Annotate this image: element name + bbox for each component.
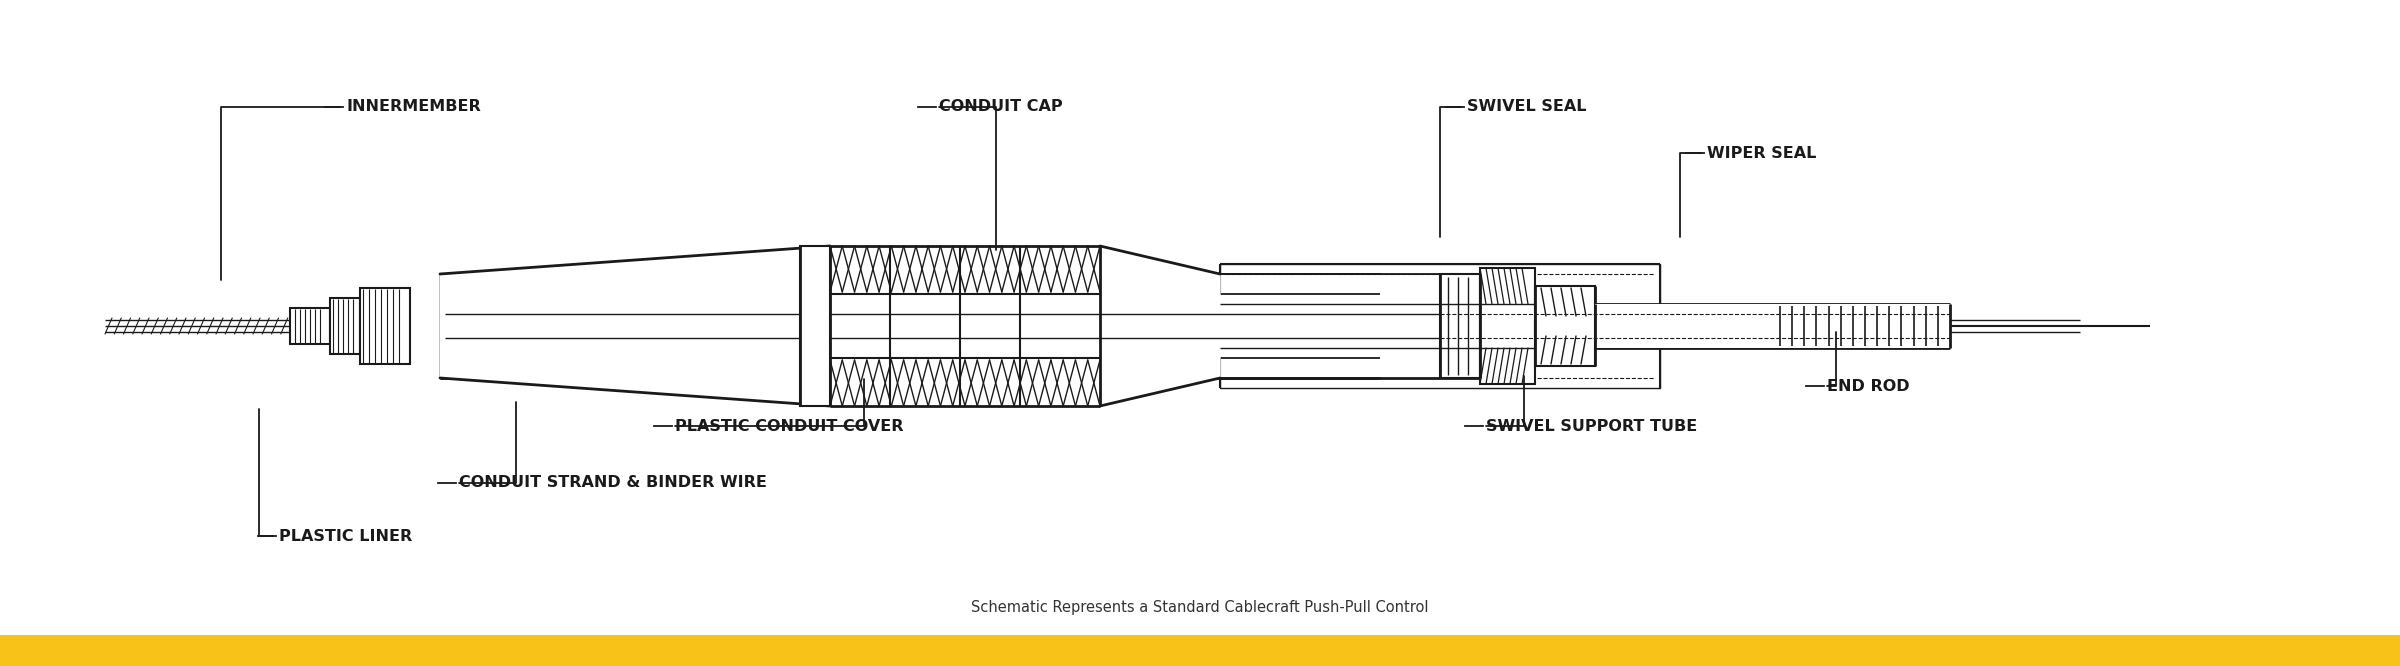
Text: WIPER SEAL: WIPER SEAL <box>1706 146 1817 161</box>
Bar <box>1481 268 1536 384</box>
Bar <box>442 275 1380 377</box>
Bar <box>830 246 1099 406</box>
Bar <box>1222 275 1481 377</box>
Bar <box>1440 274 1481 378</box>
Text: PLASTIC LINER: PLASTIC LINER <box>278 529 413 543</box>
Bar <box>360 288 410 364</box>
Bar <box>799 246 830 406</box>
Bar <box>1536 286 1596 366</box>
Text: END ROD: END ROD <box>1826 379 1910 394</box>
Bar <box>1219 264 1661 388</box>
Polygon shape <box>1099 246 1219 406</box>
Text: SWIVEL SEAL: SWIVEL SEAL <box>1466 99 1586 114</box>
Bar <box>1596 304 1949 348</box>
Text: CONDUIT STRAND & BINDER WIRE: CONDUIT STRAND & BINDER WIRE <box>458 476 768 490</box>
Text: PLASTIC CONDUIT COVER: PLASTIC CONDUIT COVER <box>674 419 902 434</box>
Polygon shape <box>439 246 830 406</box>
Text: SWIVEL SUPPORT TUBE: SWIVEL SUPPORT TUBE <box>1486 419 1697 434</box>
Bar <box>290 308 331 344</box>
Text: Schematic Represents a Standard Cablecraft Push-Pull Control: Schematic Represents a Standard Cablecra… <box>972 600 1428 615</box>
Text: INNERMEMBER: INNERMEMBER <box>346 99 480 114</box>
Bar <box>442 295 1380 357</box>
Bar <box>331 298 360 354</box>
Bar <box>0 635 2400 666</box>
Text: CONDUIT CAP: CONDUIT CAP <box>938 99 1063 114</box>
